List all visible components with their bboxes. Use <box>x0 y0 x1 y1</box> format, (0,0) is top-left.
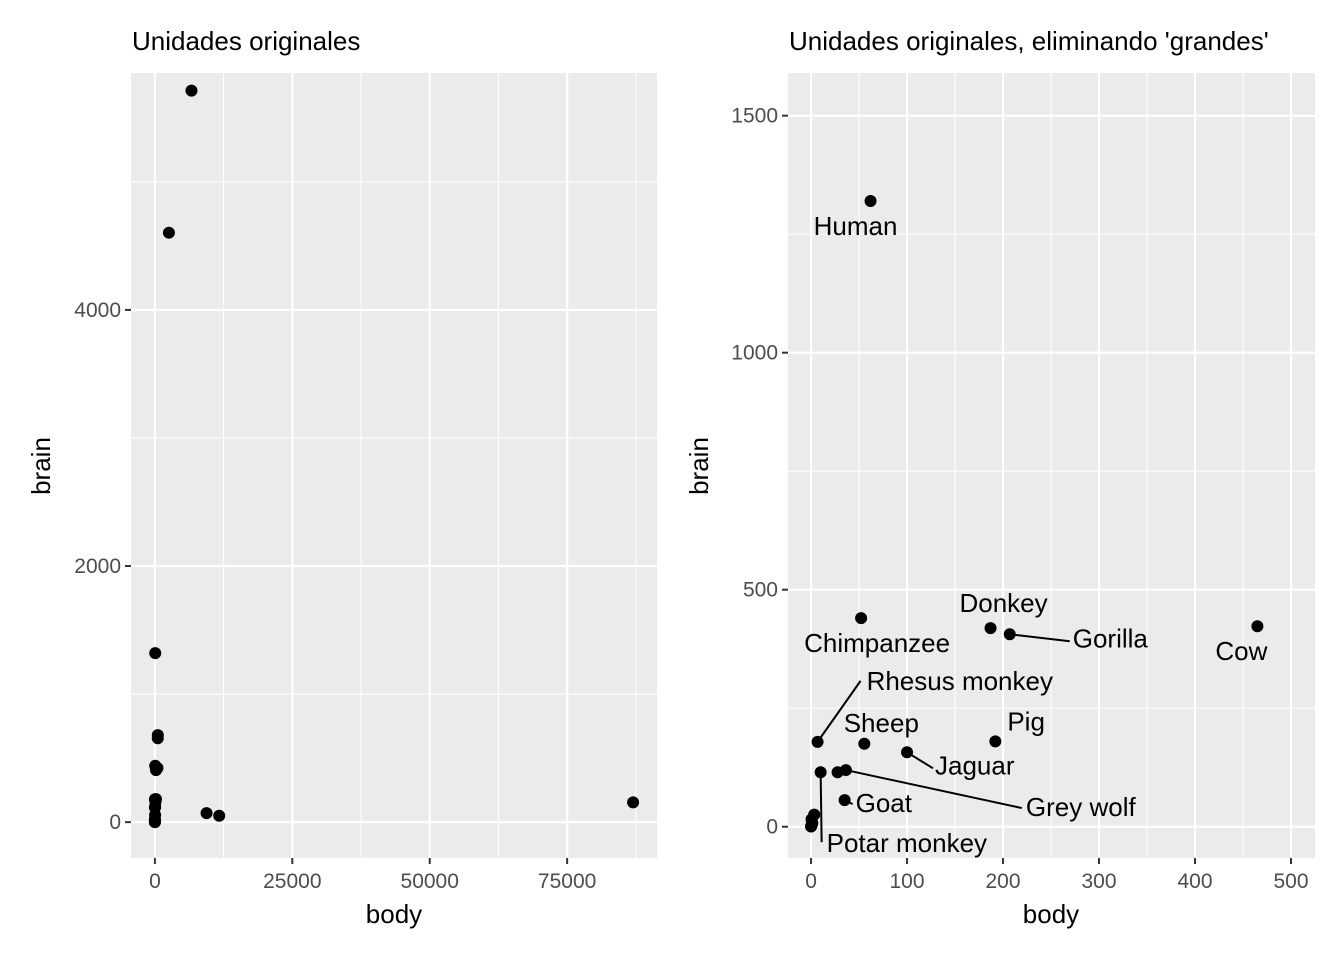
gridlines <box>788 73 1315 858</box>
data-point <box>148 815 161 828</box>
point-label: Goat <box>856 788 913 818</box>
x-tick-label: 0 <box>805 870 817 893</box>
data-point <box>151 729 164 742</box>
y-tick-label: 0 <box>766 816 778 839</box>
y-tick-label: 2000 <box>74 555 121 578</box>
label-leader-line <box>819 772 823 843</box>
data-point <box>162 226 175 239</box>
data-point <box>855 612 868 625</box>
label-leader-line <box>906 751 934 770</box>
y-tick-label: 500 <box>743 579 778 602</box>
point-label: Rhesus monkey <box>867 666 1053 696</box>
y-tick-label: 0 <box>109 811 121 834</box>
point-label: Pig <box>1007 706 1045 736</box>
data-point <box>149 759 162 772</box>
x-tick-label: 300 <box>1081 870 1116 893</box>
data-point <box>989 735 1002 748</box>
x-tick-label: 50000 <box>401 870 459 893</box>
y-axis-title: brain <box>684 437 714 495</box>
data-point <box>864 194 877 207</box>
data-point <box>984 622 997 635</box>
y-tick-label: 1500 <box>731 105 778 128</box>
axis-ticks: 0 100 200 300 400 500 0 500 1000 1500 <box>731 105 1308 893</box>
plot-background <box>131 73 657 858</box>
point-label: Potar monkey <box>827 828 987 858</box>
x-axis-title: body <box>366 899 422 929</box>
x-tick-label: 25000 <box>263 870 321 893</box>
x-tick-label: 400 <box>1177 870 1212 893</box>
point-label: Jaguar <box>935 750 1015 780</box>
gridlines <box>131 73 657 858</box>
panel-right: Unidades originales, eliminando 'grandes… <box>684 26 1315 929</box>
y-tick-label: 1000 <box>731 342 778 365</box>
label-leader-line <box>1009 633 1070 643</box>
point-label: Chimpanzee <box>804 628 950 658</box>
data-point <box>213 809 226 822</box>
axis-ticks: 0 25000 50000 75000 0 2000 4000 <box>74 299 596 893</box>
chart-title: Unidades originales, eliminando 'grandes… <box>789 26 1269 56</box>
point-labels: Human Donkey Gorilla Cow Chimpanzee Rhesus mo… <box>804 211 1268 858</box>
chart-title: Unidades originales <box>132 26 360 56</box>
point-label: Sheep <box>844 708 919 738</box>
data-point <box>185 84 198 97</box>
x-tick-label: 0 <box>149 870 161 893</box>
data-point <box>627 796 640 809</box>
label-leader-line <box>816 680 862 743</box>
data-point <box>200 807 213 820</box>
x-tick-label: 500 <box>1273 870 1308 893</box>
point-label: Cow <box>1215 636 1267 666</box>
data-point <box>805 819 818 832</box>
label-leader-line <box>844 799 854 806</box>
x-tick-label: 100 <box>890 870 925 893</box>
x-axis-title: body <box>1023 899 1079 929</box>
y-axis-title: brain <box>26 437 56 495</box>
point-label: Grey wolf <box>1026 792 1137 822</box>
panel-left: Unidades originales 0 25000 50000 75000 0 200… <box>26 26 657 929</box>
x-tick-label: 75000 <box>538 870 596 893</box>
point-label: Gorilla <box>1073 623 1149 653</box>
x-tick-label: 200 <box>986 870 1021 893</box>
label-leader-line <box>845 769 1023 810</box>
point-label: Human <box>814 211 898 241</box>
data-points <box>148 84 640 829</box>
y-tick-label: 4000 <box>74 299 121 322</box>
data-point <box>858 737 871 750</box>
data-point <box>831 766 844 779</box>
point-label: Donkey <box>959 588 1047 618</box>
data-point <box>1251 620 1264 633</box>
data-point <box>149 647 162 660</box>
